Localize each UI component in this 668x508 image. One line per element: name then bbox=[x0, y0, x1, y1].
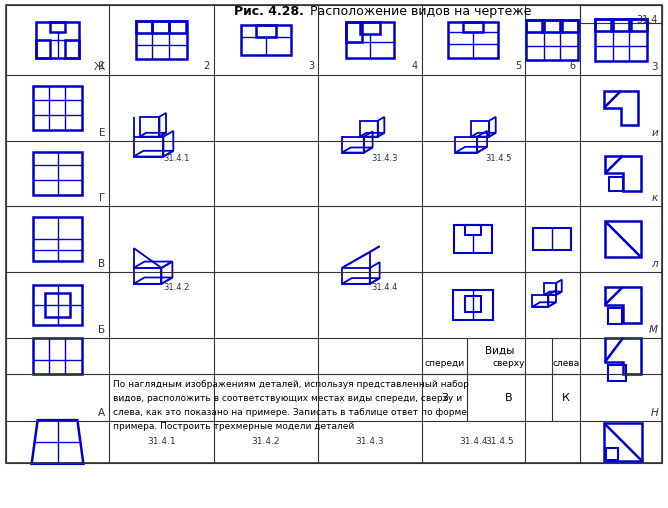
Text: 5: 5 bbox=[515, 61, 521, 71]
Bar bbox=[454, 225, 492, 253]
Bar bbox=[136, 21, 187, 59]
Bar bbox=[360, 22, 379, 34]
Bar bbox=[609, 177, 623, 192]
Text: Г: Г bbox=[99, 193, 106, 203]
Bar bbox=[606, 448, 618, 460]
Bar bbox=[33, 285, 82, 325]
Text: к: к bbox=[652, 193, 658, 203]
Bar bbox=[33, 86, 82, 130]
Bar bbox=[595, 19, 613, 31]
Text: Расположение видов на чертеже: Расположение видов на чертеже bbox=[306, 5, 532, 18]
Bar bbox=[33, 217, 82, 261]
Text: 31.4.3: 31.4.3 bbox=[355, 437, 384, 447]
Bar bbox=[526, 20, 578, 60]
Text: 6: 6 bbox=[570, 61, 576, 71]
Bar bbox=[35, 40, 49, 58]
Text: примера. Построить трехмерные модели деталей: примера. Построить трехмерные модели дет… bbox=[113, 422, 355, 431]
Text: Виды: Виды bbox=[486, 346, 515, 356]
Text: 1: 1 bbox=[99, 61, 106, 71]
Bar bbox=[580, 6, 662, 23]
Bar bbox=[464, 22, 483, 32]
Bar bbox=[35, 22, 79, 58]
Bar bbox=[241, 25, 291, 55]
Bar bbox=[608, 308, 622, 324]
Text: Б: Б bbox=[98, 325, 106, 335]
Bar bbox=[534, 228, 571, 250]
Bar bbox=[604, 423, 642, 461]
Bar bbox=[346, 22, 393, 58]
Bar bbox=[33, 338, 82, 374]
Bar bbox=[466, 296, 481, 312]
Text: слева: слева bbox=[552, 359, 579, 368]
Bar bbox=[448, 22, 498, 58]
Bar bbox=[256, 25, 276, 37]
Bar bbox=[542, 20, 562, 32]
Text: 31.4.1: 31.4.1 bbox=[147, 437, 176, 447]
Text: 31.4.3: 31.4.3 bbox=[372, 154, 398, 163]
Bar bbox=[595, 19, 647, 61]
Bar bbox=[526, 20, 544, 32]
Text: слева, как это показано на примере. Записать в таблице ответ по форме: слева, как это показано на примере. Запи… bbox=[113, 408, 467, 417]
Text: М: М bbox=[649, 325, 658, 335]
Bar bbox=[454, 290, 493, 320]
Text: видов, расположить в соответствующих местах виды спереди, сверху и: видов, расположить в соответствующих мес… bbox=[113, 394, 462, 403]
Bar bbox=[629, 19, 647, 31]
Bar bbox=[65, 40, 79, 58]
Text: По наглядным изображениям деталей, используя представленный набор: По наглядным изображениям деталей, испол… bbox=[113, 380, 469, 389]
Text: А: А bbox=[98, 408, 106, 418]
Text: сверху: сверху bbox=[493, 359, 525, 368]
Text: Н: Н bbox=[651, 408, 658, 418]
Bar bbox=[170, 21, 186, 33]
Text: 4: 4 bbox=[411, 61, 418, 71]
Text: 31.4.5: 31.4.5 bbox=[485, 154, 512, 163]
Text: Ж: Ж bbox=[94, 62, 106, 72]
Text: Е: Е bbox=[99, 128, 106, 138]
Text: В: В bbox=[505, 393, 513, 403]
Text: и: и bbox=[651, 128, 658, 138]
Bar bbox=[346, 22, 362, 42]
Text: 31.4.1: 31.4.1 bbox=[164, 154, 190, 163]
Text: 31.4.4: 31.4.4 bbox=[372, 283, 398, 292]
Bar bbox=[136, 21, 152, 33]
Bar bbox=[466, 225, 481, 235]
Text: 3: 3 bbox=[651, 62, 658, 72]
Bar bbox=[45, 293, 70, 316]
Text: К: К bbox=[562, 393, 570, 403]
Text: 31.4.2: 31.4.2 bbox=[252, 437, 280, 447]
Text: л: л bbox=[651, 259, 658, 269]
Text: 31.4.2: 31.4.2 bbox=[164, 283, 190, 292]
Text: 31.4.4: 31.4.4 bbox=[459, 437, 488, 447]
Bar bbox=[611, 19, 631, 31]
Bar bbox=[33, 151, 82, 195]
Bar bbox=[608, 365, 626, 381]
Text: спереди: спереди bbox=[424, 359, 464, 368]
Text: 3: 3 bbox=[441, 393, 448, 403]
Text: В: В bbox=[98, 259, 106, 269]
Text: 3: 3 bbox=[308, 61, 314, 71]
Text: 31.4.5: 31.4.5 bbox=[486, 437, 514, 447]
Text: 31.4: 31.4 bbox=[636, 15, 657, 25]
Text: Рис. 4.28.: Рис. 4.28. bbox=[234, 5, 304, 18]
Bar bbox=[152, 21, 170, 33]
Bar bbox=[49, 22, 65, 32]
Bar bbox=[560, 20, 578, 32]
Text: 2: 2 bbox=[204, 61, 210, 71]
